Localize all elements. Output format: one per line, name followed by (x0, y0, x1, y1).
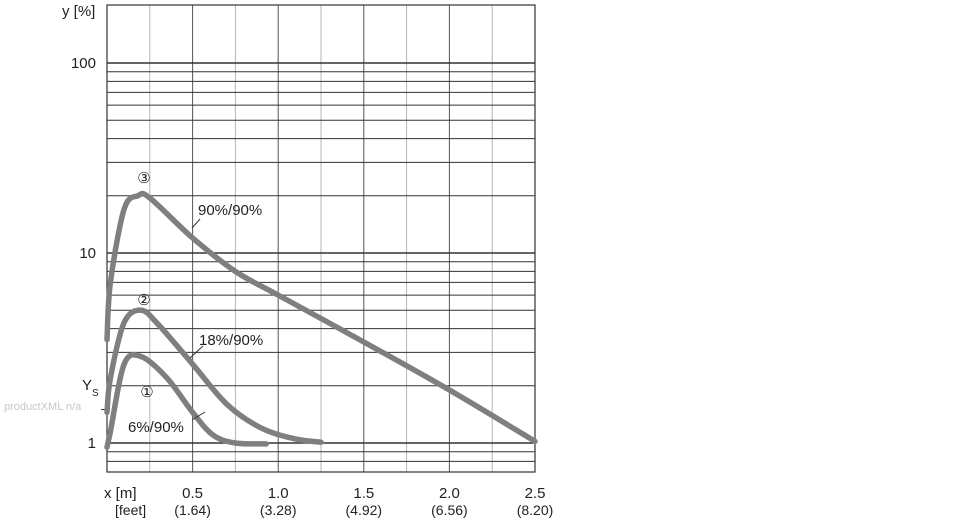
series-group (104, 190, 538, 450)
y-tick-label: 1 (88, 435, 96, 452)
x-axis-label-feet: [feet] (115, 502, 146, 518)
series-leader-1 (191, 411, 206, 421)
series-label-3: 90%/90% (198, 202, 262, 219)
series-line-1 (104, 351, 269, 450)
series-leader-3 (191, 218, 201, 229)
y-tick-label: 10 (79, 245, 96, 262)
plot-frame (106, 4, 536, 473)
x-tick-label: 0.5 (182, 485, 203, 502)
ys-marker-subscript: S (92, 388, 99, 399)
x-tick-label-feet: (3.28) (260, 502, 297, 518)
series-marker-3: ③ (137, 170, 150, 187)
x-tick-label-feet: (8.20) (517, 502, 554, 518)
series-label-2: 18%/90% (199, 332, 263, 349)
x-tick-label: 1.0 (268, 485, 289, 502)
series-label-1: 6%/90% (128, 419, 184, 436)
x-axis-label: x [m] (104, 485, 137, 502)
labels-group: y [%] x [m] [feet] YS 0.5(1.64) 1.0(3.28)… (62, 3, 553, 518)
x-tick-label-feet: (4.92) (346, 502, 383, 518)
series-line-2 (104, 307, 324, 445)
y-tick-label: 100 (71, 55, 96, 72)
series-marker-2: ② (137, 292, 150, 309)
x-tick-label: 2.0 (439, 485, 460, 502)
series-line-3 (104, 190, 538, 445)
y-axis-label: y [%] (62, 3, 95, 20)
x-tick-label-feet: (1.64) (174, 502, 211, 518)
ys-marker-letter: Y (82, 377, 92, 394)
x-tick-label: 1.5 (353, 485, 374, 502)
ys-marker-label: YS (82, 377, 99, 399)
series-leader-2 (189, 345, 204, 359)
watermark: productXML n/a (4, 401, 82, 413)
series-marker-1: ① (140, 384, 153, 401)
x-tick-label: 2.5 (525, 485, 546, 502)
grid (107, 5, 535, 472)
x-tick-label-feet: (6.56) (431, 502, 468, 518)
